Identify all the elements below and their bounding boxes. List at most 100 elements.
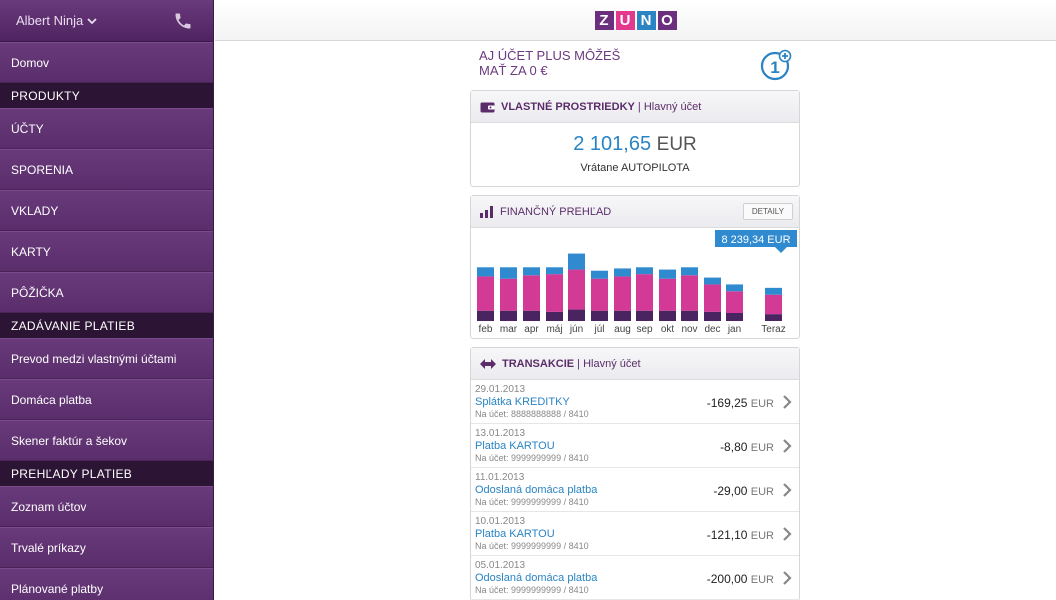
sidebar-section-header: PREHĽADY PLATIEB — [0, 461, 213, 486]
chart-bar-segment — [546, 267, 563, 275]
sidebar-item[interactable]: SPORENIA — [0, 149, 213, 190]
chart-bar-segment — [636, 274, 653, 311]
chart-tick-label: aug — [614, 324, 631, 335]
chart-bar-segment — [591, 270, 608, 279]
chart-bar-segment — [614, 276, 631, 311]
transaction-date: 05.01.2013 — [475, 560, 526, 571]
transaction-amount-value: -200,00 — [706, 572, 748, 586]
main-content: AJ ÚČET PLUS MÔŽEŠ MAŤ ZA 0 € 1 VLASTNÉ … — [470, 41, 800, 600]
chart-bar-segment — [659, 269, 676, 279]
transaction-row[interactable]: 05.01.2013 Odoslaná domáca platba Na účet:… — [471, 556, 799, 600]
transaction-amount: -121,10 EUR — [707, 528, 774, 542]
transactions-list: 29.01.2013 Splátka KREDITKY Na účet: 88888… — [471, 380, 799, 600]
transaction-amount-value: -169,25 — [706, 396, 748, 410]
chevron-right-icon[interactable] — [782, 439, 792, 453]
transaction-name[interactable]: Platba KARTOU — [475, 440, 555, 452]
chart-tick-label: feb — [479, 324, 493, 335]
transaction-amount-value: -29,00 — [713, 484, 748, 498]
highlight-value: 8 239,34 EUR — [721, 234, 790, 246]
transaction-name[interactable]: Splátka KREDITKY — [475, 396, 570, 408]
chart-tick-label: máj — [546, 324, 562, 335]
overview-card-title: FINANČNÝ PREHĽAD — [500, 205, 612, 218]
chevron-down-icon — [87, 17, 97, 24]
chart-bar-segment — [500, 278, 517, 311]
chevron-right-icon[interactable] — [782, 395, 792, 409]
transaction-date: 10.01.2013 — [475, 516, 526, 527]
chart-bar-segment — [523, 275, 540, 311]
sidebar-item[interactable]: Domáca platba — [0, 379, 213, 420]
chart-tick-label: sep — [636, 324, 653, 335]
transaction-account: Na účet: 9999999999 / 8410 — [475, 497, 589, 507]
promo-banner[interactable]: AJ ÚČET PLUS MÔŽEŠ MAŤ ZA 0 € 1 — [470, 41, 800, 89]
chart-bar-segment — [523, 310, 540, 321]
user-name: Albert Ninja — [16, 13, 84, 28]
chart-bar-segment — [614, 268, 631, 277]
transaction-currency: EUR — [750, 442, 774, 454]
chart-bar-segment — [614, 310, 631, 321]
phone-icon[interactable] — [173, 11, 193, 31]
logo-letter: Z — [594, 10, 614, 30]
chart-bar-segment — [704, 311, 721, 321]
transaction-name[interactable]: Odoslaná domáca platba — [475, 484, 598, 496]
chart-bar-segment — [591, 278, 608, 311]
transactions-card-header[interactable]: TRANSAKCIE | Hlavný účet — [471, 348, 799, 380]
chart-bar-segment — [704, 284, 721, 312]
transaction-amount: -8,80 EUR — [720, 440, 774, 454]
details-button[interactable]: DETAILY — [742, 203, 793, 220]
svg-text:1: 1 — [770, 58, 779, 77]
transaction-amount: -200,00 EUR — [707, 572, 774, 586]
user-menu[interactable]: Albert Ninja — [16, 13, 97, 28]
sidebar-item[interactable]: PÔŽIČKA — [0, 272, 213, 313]
transaction-row[interactable]: 13.01.2013 Platba KARTOU Na účet: 99999999… — [471, 424, 799, 468]
sidebar-item[interactable]: Domov — [0, 42, 213, 83]
overview-chart: feb mar apr máj jún júl aug sep okt nov dec jan Tera… — [471, 228, 799, 338]
sidebar-item[interactable]: VKLADY — [0, 190, 213, 231]
chevron-right-icon[interactable] — [782, 483, 792, 497]
sidebar-item[interactable]: ÚČTY — [0, 108, 213, 149]
chevron-right-icon[interactable] — [782, 527, 792, 541]
transaction-name[interactable]: Odoslaná domáca platba — [475, 572, 598, 584]
chart-bar-segment — [636, 267, 653, 275]
sidebar-item[interactable]: Zoznam účtov — [0, 486, 213, 527]
chart-bar-segment — [681, 267, 698, 276]
sidebar-item[interactable]: KARTY — [0, 231, 213, 272]
logo-letter: U — [615, 10, 635, 30]
chart-svg: feb mar apr máj jún júl aug sep okt nov dec jan Tera… — [477, 230, 797, 335]
balance-value: 2 101,65 — [573, 133, 652, 155]
title-separator: | — [574, 357, 584, 370]
balance-card-header: VLASTNÉ PROSTRIEDKY | Hlavný účet — [471, 91, 799, 123]
chart-bar-segment — [477, 276, 494, 311]
balance-card[interactable]: VLASTNÉ PROSTRIEDKY | Hlavný účet 2 101,… — [470, 90, 800, 187]
chart-bar-segment — [659, 310, 676, 321]
transaction-row[interactable]: 10.01.2013 Platba KARTOU Na účet: 99999999… — [471, 512, 799, 556]
one-plus-icon: 1 — [760, 49, 792, 81]
sidebar-item[interactable]: Trvalé príkazy — [0, 527, 213, 568]
transaction-row[interactable]: 11.01.2013 Odoslaná domáca platba Na účet:… — [471, 468, 799, 512]
balance-amount: 2 101,65 EUR — [471, 133, 799, 156]
chart-tick-label: jan — [727, 324, 741, 335]
chart-bar-segment — [523, 267, 540, 276]
transaction-date: 29.01.2013 — [475, 384, 526, 395]
chart-tick-label: dec — [704, 324, 720, 335]
sidebar-item[interactable]: Plánované platby — [0, 568, 213, 600]
sidebar-menu: Domov PRODUKTY ÚČTY SPORENIA VKLADY KARTY PÔŽI… — [0, 42, 213, 600]
balance-card-subtitle: Hlavný účet — [643, 100, 702, 113]
balance-currency: EUR — [656, 134, 697, 155]
sidebar-section-header: PRODUKTY — [0, 83, 213, 108]
chart-tick-label: Teraz — [761, 324, 785, 335]
transaction-name[interactable]: Platba KARTOU — [475, 528, 555, 540]
transaction-row[interactable]: 29.01.2013 Splátka KREDITKY Na účet: 88888… — [471, 380, 799, 424]
chart-bar-segment — [568, 253, 585, 270]
transactions-card-subtitle: Hlavný účet — [583, 357, 641, 370]
transactions-card: TRANSAKCIE | Hlavný účet 29.01.2013 Splát… — [470, 347, 800, 600]
chevron-right-icon[interactable] — [782, 571, 792, 585]
transaction-currency: EUR — [750, 398, 774, 410]
transaction-amount-value: -8,80 — [720, 440, 748, 454]
balance-card-title: VLASTNÉ PROSTRIEDKY — [501, 100, 635, 113]
chart-tick-label: apr — [524, 324, 539, 335]
chart-bar-segment — [636, 310, 653, 321]
overview-card: FINANČNÝ PREHĽAD DETAILY feb mar apr máj jún… — [470, 195, 800, 339]
sidebar-item[interactable]: Skener faktúr a šekov — [0, 420, 213, 461]
sidebar-item[interactable]: Prevod medzi vlastnými účtami — [0, 338, 213, 379]
